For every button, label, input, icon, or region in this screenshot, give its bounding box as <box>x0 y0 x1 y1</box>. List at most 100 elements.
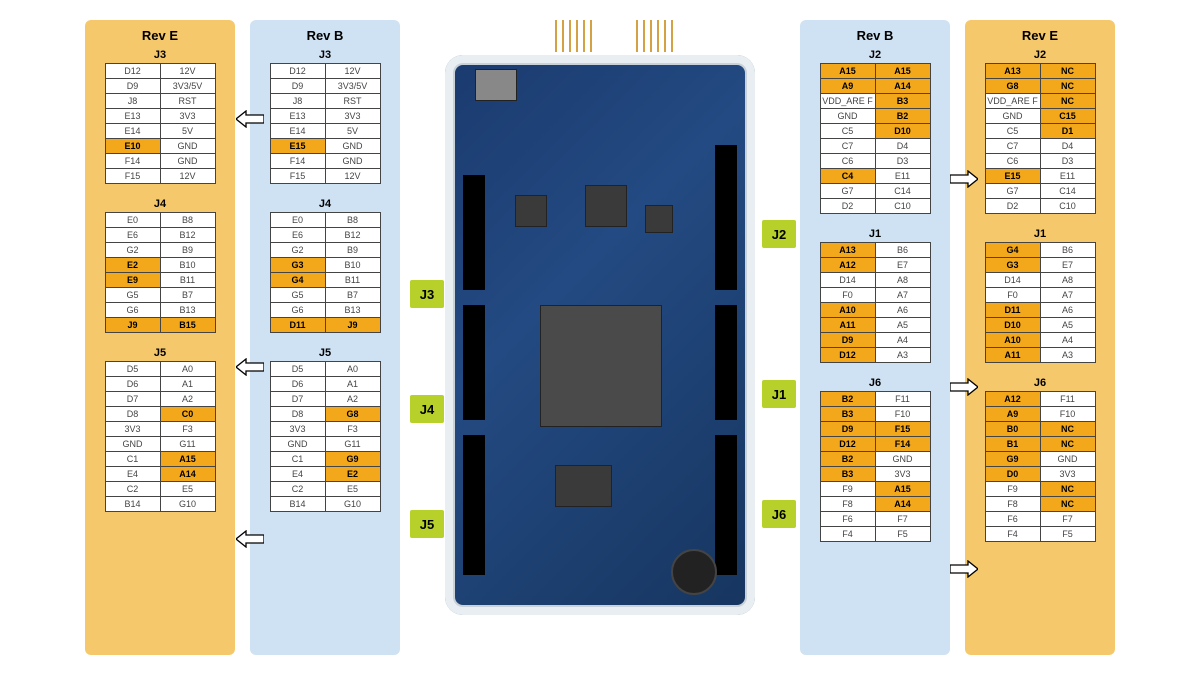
pin-cell: A5 <box>1040 318 1095 333</box>
pin-cell: E13 <box>105 109 160 124</box>
table-row: G6B13 <box>105 303 215 318</box>
pin-cell: A10 <box>985 333 1040 348</box>
pin-cell: A5 <box>875 318 930 333</box>
table-row: C2E5 <box>105 482 215 497</box>
pin-cell: B14 <box>270 497 325 512</box>
pin-cell: E5 <box>160 482 215 497</box>
table-row: A12F11 <box>985 392 1095 407</box>
pin-cell: D4 <box>1040 139 1095 154</box>
pin-cell: F7 <box>1040 512 1095 527</box>
table-title: J2 <box>806 49 944 61</box>
pin-cell: A13 <box>820 243 875 258</box>
table-row: D2C10 <box>820 199 930 214</box>
pin-cell: F15 <box>270 169 325 184</box>
pin-cell: 3V3 <box>270 422 325 437</box>
pin-cell: C15 <box>1040 109 1095 124</box>
pin-cell: E4 <box>105 467 160 482</box>
table-row: A12E7 <box>820 258 930 273</box>
table-row: F4F5 <box>985 527 1095 542</box>
pin-cell: F6 <box>820 512 875 527</box>
pin-cell: D0 <box>985 467 1040 482</box>
pin-cell: B2 <box>820 392 875 407</box>
pin-cell: C1 <box>270 452 325 467</box>
table-row: B2F11 <box>820 392 930 407</box>
connector-label-J5: J5 <box>410 510 444 538</box>
table-row: G4B6 <box>985 243 1095 258</box>
pin-cell: A2 <box>325 392 380 407</box>
pin-cell: GND <box>1040 452 1095 467</box>
pin-table-J2: A13NCG8NCVDD_ARE FNCGNDC15C5D1C7D4C6D3E1… <box>985 63 1096 214</box>
pin-cell: B2 <box>820 452 875 467</box>
table-row: J8RST <box>105 94 215 109</box>
pin-cell: A0 <box>160 362 215 377</box>
table-row: E4E2 <box>270 467 380 482</box>
pin-cell: G11 <box>325 437 380 452</box>
table-row: E15GND <box>270 139 380 154</box>
pin-cell: A9 <box>985 407 1040 422</box>
pin-cell: NC <box>1040 497 1095 512</box>
table-row: D11A6 <box>985 303 1095 318</box>
table-row: F1512V <box>105 169 215 184</box>
pin-cell: F4 <box>820 527 875 542</box>
pin-cell: A3 <box>875 348 930 363</box>
table-row: D2C10 <box>985 199 1095 214</box>
table-row: C4E11 <box>820 169 930 184</box>
col-title: Rev B <box>256 28 394 43</box>
pin-cell: C7 <box>985 139 1040 154</box>
pin-cell: A1 <box>325 377 380 392</box>
pin-cell: B3 <box>875 94 930 109</box>
pin-cell: E15 <box>985 169 1040 184</box>
pin-cell: 12V <box>160 64 215 79</box>
pin-cell: D14 <box>985 273 1040 288</box>
pin-cell: F14 <box>105 154 160 169</box>
table-row: A9A14 <box>820 79 930 94</box>
pin-cell: D3 <box>875 154 930 169</box>
pin-cell: G9 <box>985 452 1040 467</box>
table-title: J5 <box>91 347 229 359</box>
pin-cell: A7 <box>1040 288 1095 303</box>
pin-cell: E5 <box>325 482 380 497</box>
table-row: D5A0 <box>270 362 380 377</box>
arrow-right-icon <box>950 560 978 578</box>
pin-cell: D12 <box>105 64 160 79</box>
pin-cell: B10 <box>325 258 380 273</box>
table-row: D8G8 <box>270 407 380 422</box>
pin-cell: A14 <box>875 79 930 94</box>
table-row: E15E11 <box>985 169 1095 184</box>
pin-cell: A4 <box>875 333 930 348</box>
pin-cell: D8 <box>105 407 160 422</box>
table-row: D93V3/5V <box>270 79 380 94</box>
table-row: G9GND <box>985 452 1095 467</box>
pin-cell: C6 <box>985 154 1040 169</box>
pin-cell: E7 <box>1040 258 1095 273</box>
table-row: A13B6 <box>820 243 930 258</box>
pin-cell: GND <box>270 437 325 452</box>
pin-cell: F10 <box>1040 407 1095 422</box>
table-row: E6B12 <box>105 228 215 243</box>
pin-cell: F4 <box>985 527 1040 542</box>
pin-table-J6: A12F11A9F10B0NCB1NCG9GNDD03V3F9NCF8NCF6F… <box>985 391 1096 542</box>
table-row: C7D4 <box>985 139 1095 154</box>
table-row: G2B9 <box>270 243 380 258</box>
table-title: J4 <box>91 198 229 210</box>
pin-cell: B3 <box>820 407 875 422</box>
pin-cell: NC <box>1040 79 1095 94</box>
pin-cell: G8 <box>985 79 1040 94</box>
arrow-left-icon <box>236 358 264 376</box>
pin-cell: B12 <box>160 228 215 243</box>
pin-cell: B11 <box>160 273 215 288</box>
pin-cell: A3 <box>1040 348 1095 363</box>
pin-cell: GND <box>875 452 930 467</box>
pin-cell: RST <box>160 94 215 109</box>
table-row: G3B10 <box>270 258 380 273</box>
pin-cell: D9 <box>820 422 875 437</box>
table-row: B14G10 <box>105 497 215 512</box>
col-title: Rev E <box>91 28 229 43</box>
table-row: G3E7 <box>985 258 1095 273</box>
table-row: A10A6 <box>820 303 930 318</box>
table-title: J5 <box>256 347 394 359</box>
arrow-right-icon <box>950 378 978 396</box>
pin-cell: C0 <box>160 407 215 422</box>
pin-cell: G5 <box>105 288 160 303</box>
pin-cell: D6 <box>105 377 160 392</box>
